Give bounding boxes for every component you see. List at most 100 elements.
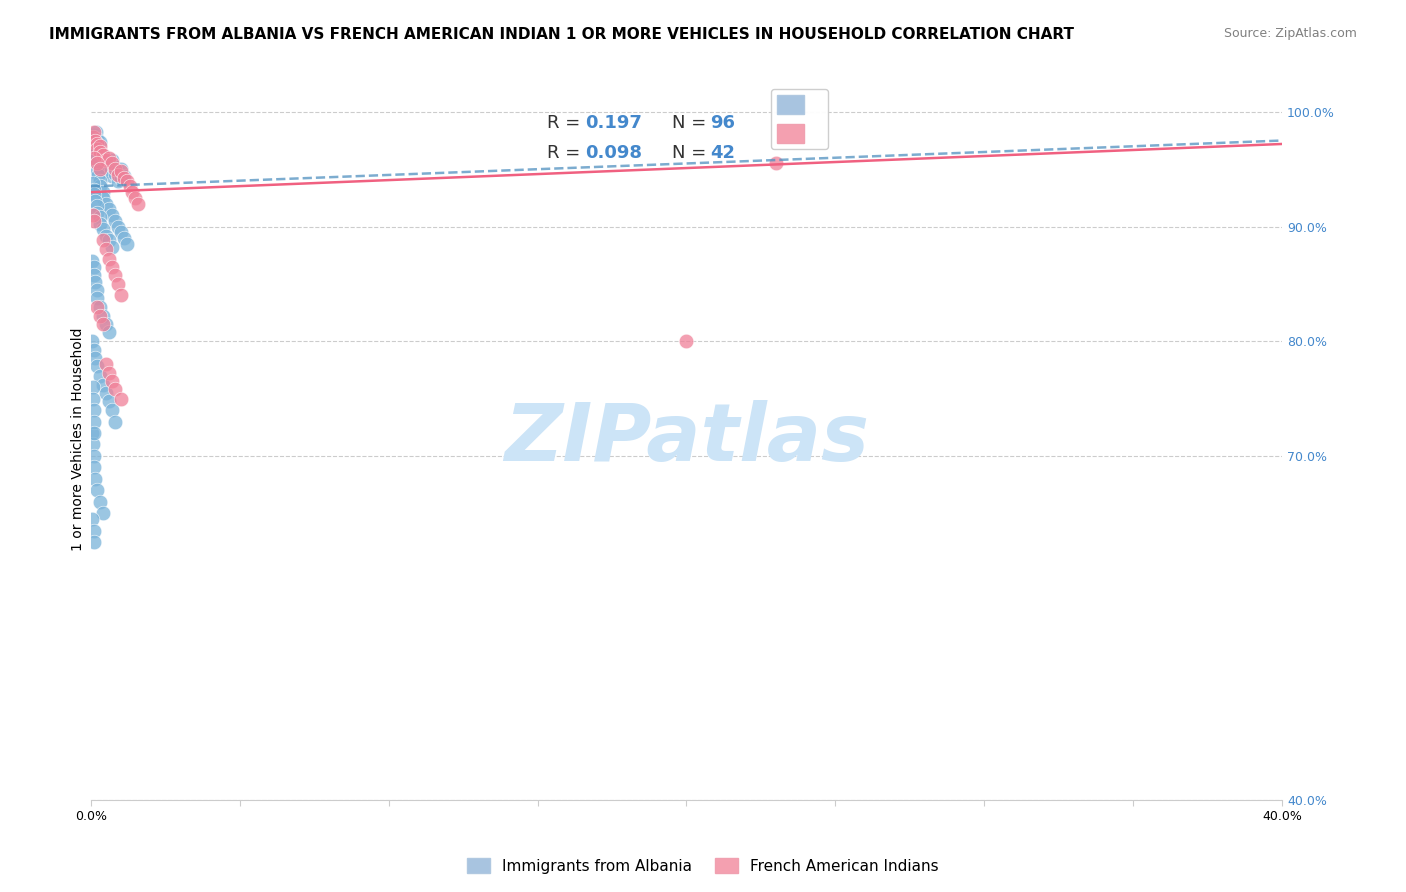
Point: [86, 142, 108, 156]
Point: [86, 156, 108, 170]
Point: [94, 160, 117, 174]
Point: [82, 145, 104, 159]
Point: [121, 185, 143, 199]
Point: [86, 139, 108, 153]
Point: [91, 158, 114, 172]
Point: [100, 153, 122, 167]
Point: [115, 236, 138, 251]
Point: [104, 415, 127, 429]
Point: [104, 383, 127, 397]
Point: [83, 260, 105, 274]
Text: IMMIGRANTS FROM ALBANIA VS FRENCH AMERICAN INDIAN 1 OR MORE VEHICLES IN HOUSEHOL: IMMIGRANTS FROM ALBANIA VS FRENCH AMERIC…: [49, 27, 1074, 42]
Text: R =: R =: [547, 114, 586, 132]
Point: [91, 506, 114, 520]
Point: [86, 300, 108, 314]
Point: [91, 148, 114, 162]
Point: [94, 243, 117, 257]
Point: [100, 260, 122, 274]
Point: [107, 164, 129, 178]
Point: [83, 343, 105, 358]
Point: [83, 128, 105, 142]
Point: [89, 139, 111, 153]
Point: [110, 171, 132, 186]
Point: [94, 151, 117, 165]
Point: [110, 392, 132, 406]
Point: [104, 160, 127, 174]
Point: [89, 309, 111, 323]
Point: [110, 162, 132, 177]
Text: ZIPatlas: ZIPatlas: [503, 400, 869, 478]
Point: [100, 169, 122, 183]
Point: [97, 325, 120, 339]
Point: [91, 148, 114, 162]
Point: [765, 156, 787, 170]
Point: [82, 254, 104, 268]
Point: [82, 334, 104, 349]
Point: [91, 309, 114, 323]
Point: [83, 126, 105, 140]
Point: [97, 162, 120, 177]
Point: [100, 208, 122, 222]
Point: [89, 495, 111, 509]
Point: [84, 153, 107, 167]
Point: [83, 214, 105, 228]
Point: [90, 153, 112, 167]
Point: [89, 151, 111, 165]
Point: [91, 185, 114, 199]
Point: [83, 151, 105, 165]
Point: [89, 144, 111, 158]
Point: [83, 535, 105, 549]
Point: [89, 162, 111, 177]
Point: [86, 199, 108, 213]
Point: [83, 425, 105, 440]
Point: [104, 268, 127, 282]
Point: [91, 191, 114, 205]
Point: [97, 151, 120, 165]
Point: [84, 275, 107, 289]
Point: [86, 164, 108, 178]
Point: [100, 403, 122, 417]
Point: [89, 368, 111, 383]
Point: [91, 317, 114, 331]
Point: [94, 164, 117, 178]
Point: [86, 136, 108, 151]
Point: [91, 377, 114, 392]
Point: [82, 392, 104, 406]
Point: [82, 130, 104, 145]
Point: [84, 351, 107, 366]
Point: [86, 132, 108, 146]
Point: [89, 145, 111, 159]
Point: [94, 357, 117, 371]
Point: [124, 191, 146, 205]
Point: [83, 268, 105, 282]
Point: [82, 380, 104, 394]
Point: [100, 375, 122, 389]
Point: [94, 153, 117, 167]
Point: [86, 283, 108, 297]
Point: [115, 174, 138, 188]
Point: [84, 130, 107, 145]
Y-axis label: 1 or more Vehicles in Household: 1 or more Vehicles in Household: [72, 327, 86, 550]
Point: [89, 179, 111, 194]
Point: [97, 202, 120, 217]
Point: [110, 225, 132, 239]
Point: [82, 134, 104, 148]
Point: [100, 156, 122, 170]
Legend:  ,  : ,: [770, 88, 828, 149]
Point: [82, 512, 104, 526]
Point: [82, 425, 104, 440]
Text: Source: ZipAtlas.com: Source: ZipAtlas.com: [1223, 27, 1357, 40]
Point: [89, 174, 111, 188]
Point: [86, 291, 108, 305]
Point: [83, 187, 105, 202]
Point: [107, 277, 129, 291]
Point: [84, 134, 107, 148]
Point: [87, 168, 110, 182]
Point: [100, 240, 122, 254]
Point: [83, 148, 105, 162]
Point: [97, 252, 120, 266]
Legend: Immigrants from Albania, French American Indians: Immigrants from Albania, French American…: [461, 852, 945, 880]
Point: [83, 403, 105, 417]
Point: [91, 155, 114, 169]
Point: [675, 334, 697, 349]
